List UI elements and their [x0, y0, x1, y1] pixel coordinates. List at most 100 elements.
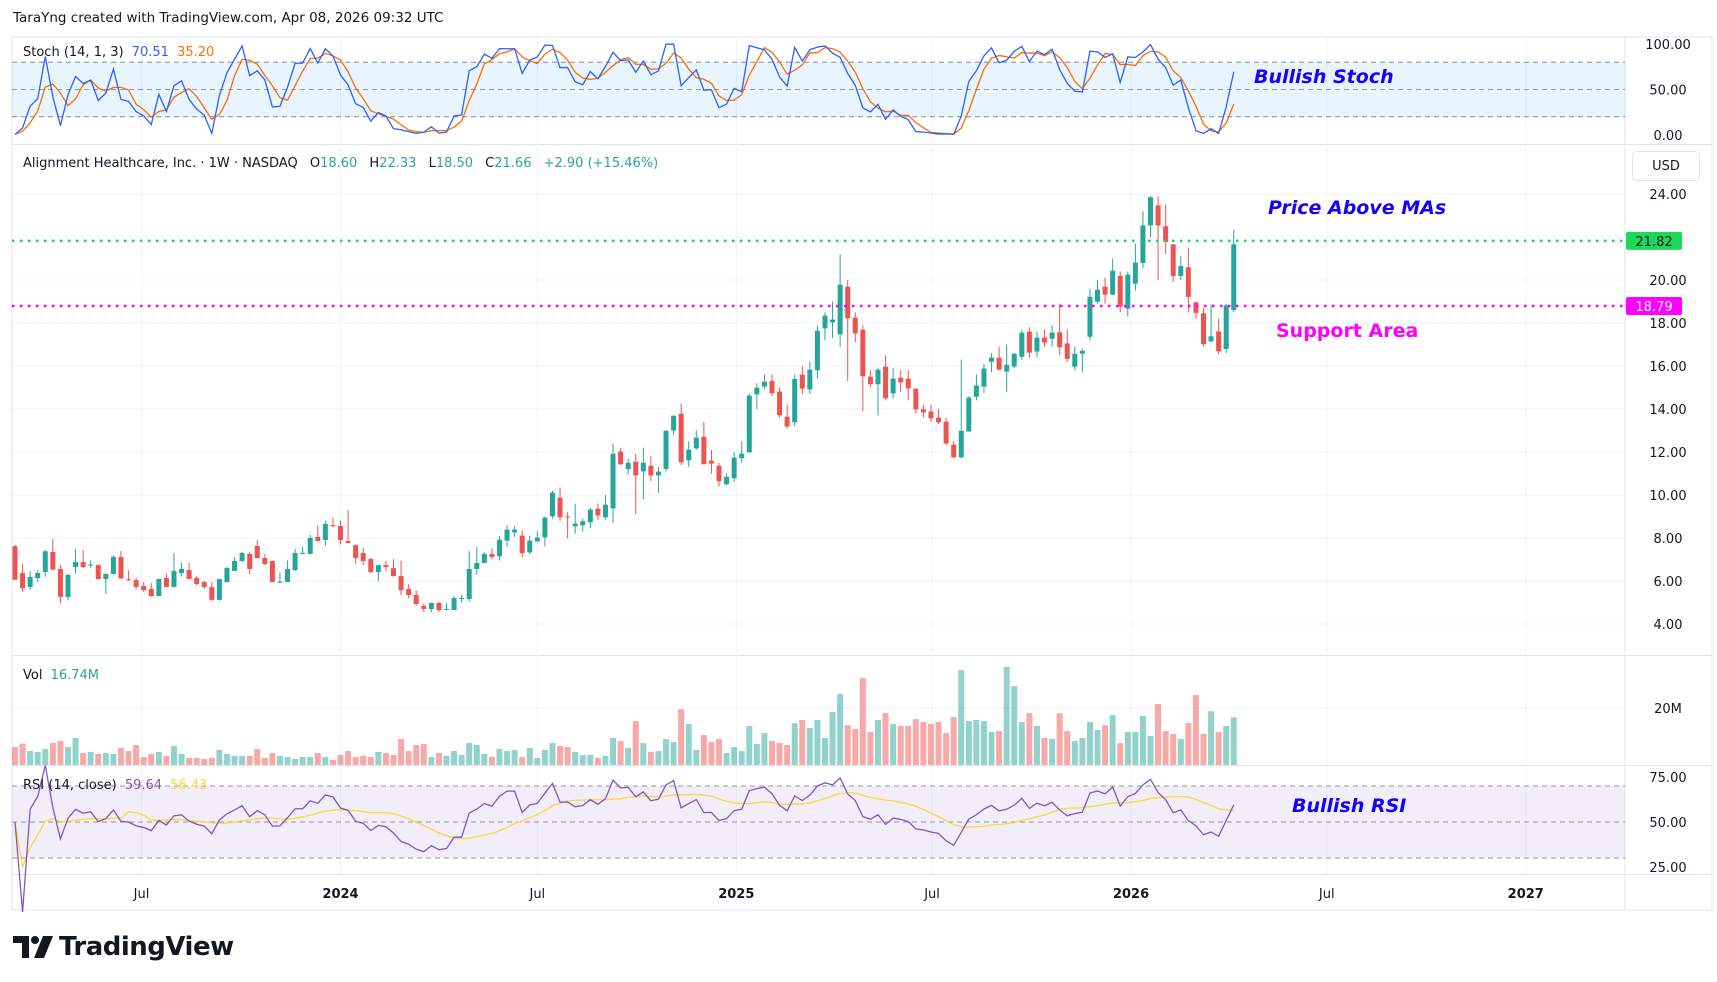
- candle-body: [966, 397, 972, 432]
- candle-body: [837, 284, 843, 335]
- volume-bar: [1200, 733, 1207, 765]
- volume-bar: [753, 743, 760, 765]
- volume-bar: [700, 735, 707, 765]
- candle-body: [428, 602, 434, 609]
- candle-body: [512, 529, 518, 533]
- volume-bar: [579, 755, 586, 765]
- candle: [353, 544, 359, 564]
- candle: [701, 421, 707, 465]
- candle-body: [648, 465, 654, 476]
- volume-bar: [102, 753, 109, 765]
- candle-body: [1148, 197, 1153, 226]
- time-axis-label: 2027: [1508, 887, 1544, 902]
- price-label-text: 21.82: [1635, 235, 1672, 250]
- candle-body: [1185, 267, 1191, 297]
- volume-bar: [791, 723, 798, 765]
- candle: [867, 370, 873, 388]
- candle: [209, 582, 215, 601]
- candle: [474, 546, 480, 575]
- candle-body: [958, 430, 964, 458]
- volume-value: 16.74M: [50, 668, 100, 683]
- volume-bar: [1026, 713, 1033, 765]
- volume-bar: [1230, 717, 1237, 765]
- candle-body: [754, 387, 760, 395]
- volume-bar: [1109, 715, 1116, 765]
- candle-body: [898, 377, 904, 383]
- candle: [905, 370, 911, 401]
- stoch-d-value: 35.20: [177, 45, 215, 60]
- currency-button[interactable]: USD: [1632, 151, 1700, 181]
- candle: [368, 557, 374, 574]
- candle: [527, 535, 533, 555]
- candle-body: [777, 391, 783, 416]
- candle-body: [981, 368, 987, 387]
- candle: [936, 409, 942, 425]
- candle: [784, 404, 790, 429]
- rsi-title: RSI (14, close): [23, 778, 117, 793]
- candle: [671, 415, 677, 435]
- candle: [406, 584, 412, 599]
- candle-body: [80, 562, 86, 568]
- candle-body: [1011, 353, 1017, 367]
- candle: [686, 441, 692, 468]
- volume-bar: [1102, 725, 1109, 765]
- candle-body: [822, 315, 828, 329]
- candle: [1019, 329, 1025, 360]
- candle: [262, 554, 268, 565]
- volume-bar: [965, 721, 972, 765]
- candle-body: [201, 582, 207, 588]
- volume-bar: [186, 757, 193, 765]
- tradingview-logo[interactable]: TradingView: [13, 932, 234, 962]
- candle: [1208, 304, 1214, 343]
- candle: [1064, 329, 1070, 362]
- symbol-info[interactable]: Alignment Healthcare, Inc. · 1W · NASDAQ: [23, 156, 298, 171]
- volume-bar: [1041, 737, 1048, 765]
- candle-body: [1026, 331, 1032, 353]
- candle: [958, 359, 964, 459]
- candle-body: [247, 553, 253, 569]
- volume-bar: [254, 749, 261, 765]
- candle: [148, 583, 154, 598]
- candle-body: [1193, 302, 1199, 313]
- volume-bar: [1033, 725, 1040, 765]
- candle-body: [496, 539, 502, 557]
- candle-body: [746, 395, 752, 453]
- price-axis-label: 8.00: [1654, 532, 1683, 547]
- volume-bar: [1086, 721, 1093, 765]
- candle: [716, 462, 722, 487]
- volume-bar: [231, 755, 238, 765]
- candle-body: [799, 374, 805, 389]
- candle: [920, 404, 926, 418]
- candle: [739, 441, 745, 463]
- volume-bar: [216, 749, 223, 765]
- volume-bar: [632, 721, 639, 765]
- candle: [451, 596, 457, 611]
- candle-body: [542, 517, 548, 538]
- price-axis-label: 20.00: [1649, 274, 1686, 289]
- candle-body: [118, 556, 124, 579]
- candle: [186, 562, 192, 580]
- volume-title: Vol: [23, 668, 43, 683]
- candle: [792, 374, 798, 427]
- volume-bar: [140, 757, 147, 765]
- candle: [1110, 258, 1116, 296]
- candle: [496, 535, 502, 561]
- candle-body: [300, 552, 306, 554]
- candle: [610, 443, 616, 523]
- candle: [20, 563, 26, 592]
- high-label: H: [369, 156, 380, 171]
- candle: [57, 564, 63, 604]
- candle: [852, 312, 858, 343]
- volume-bar: [738, 751, 745, 765]
- volume-bar: [466, 743, 473, 765]
- volume-bar: [382, 753, 389, 765]
- volume-bar: [625, 747, 632, 765]
- candle-body: [1117, 275, 1123, 307]
- candle-body: [1125, 274, 1131, 309]
- volume-bar: [594, 757, 601, 765]
- candle-body: [807, 369, 813, 390]
- candle: [1185, 247, 1191, 313]
- candle: [761, 374, 767, 390]
- volume-bar: [1049, 739, 1056, 765]
